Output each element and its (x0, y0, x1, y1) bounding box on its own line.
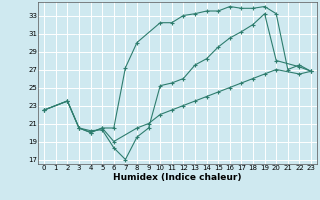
X-axis label: Humidex (Indice chaleur): Humidex (Indice chaleur) (113, 173, 242, 182)
